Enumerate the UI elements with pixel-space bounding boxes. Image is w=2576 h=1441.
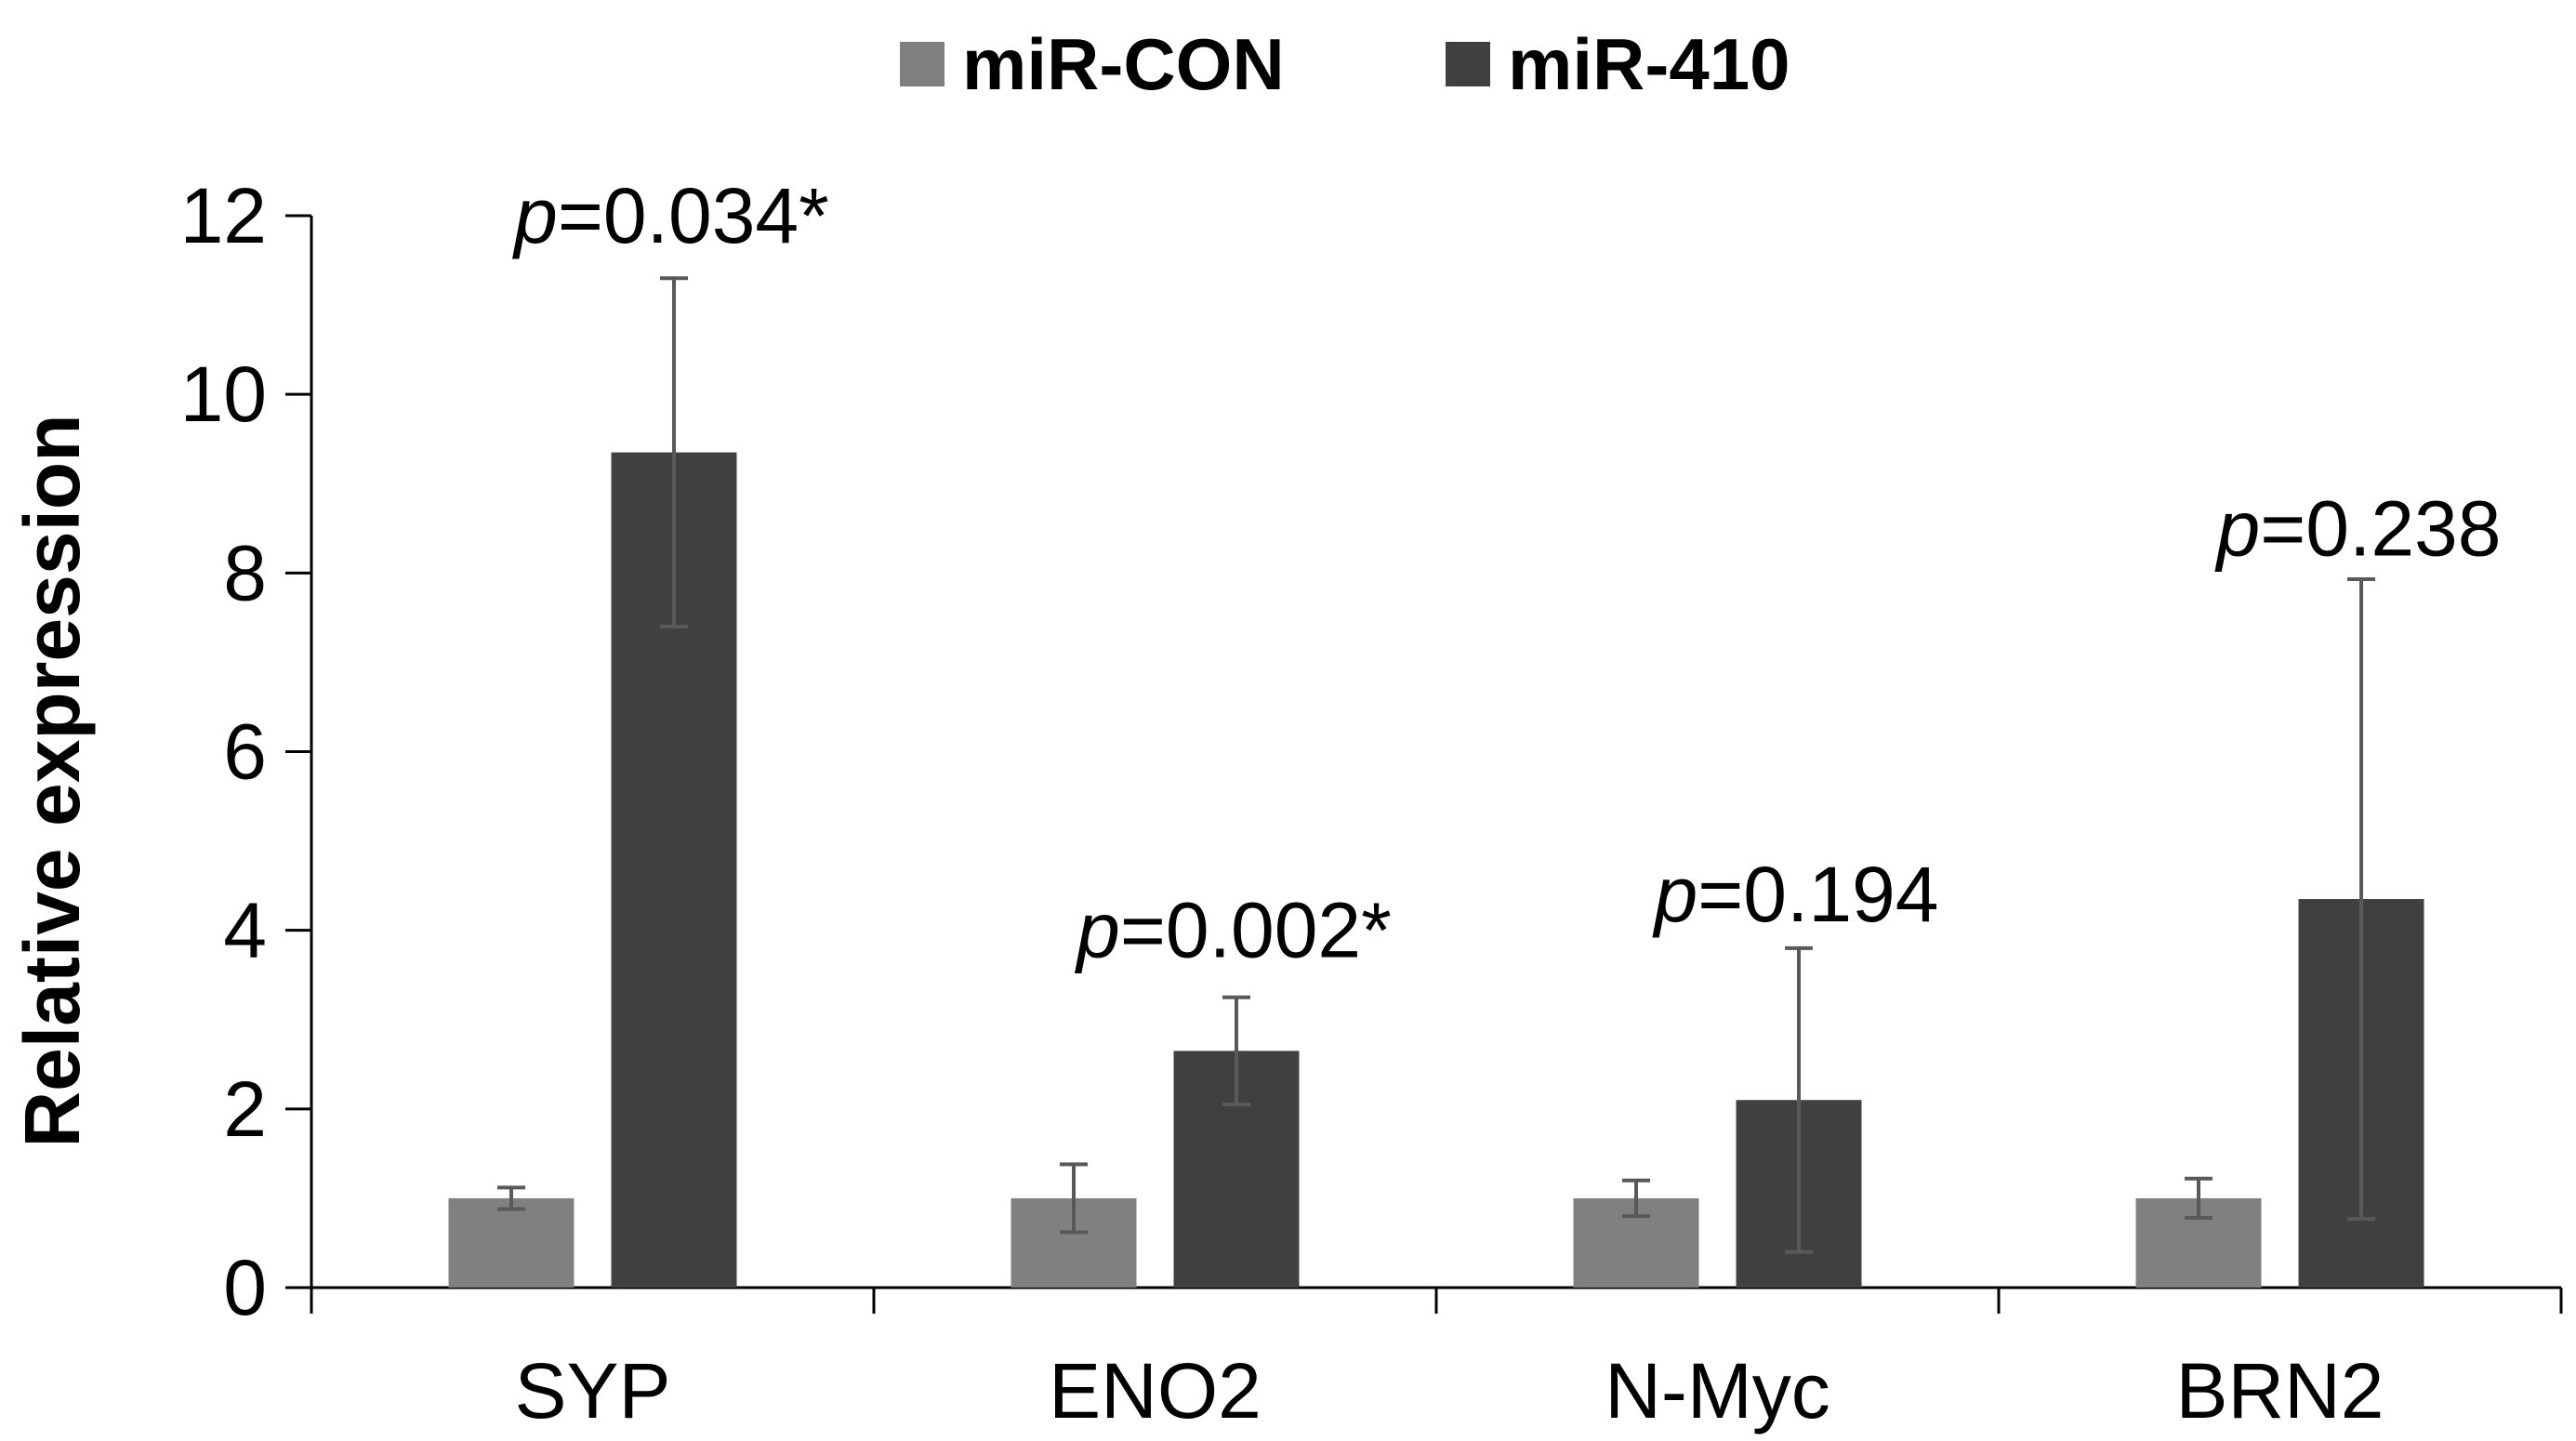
y-tick-label: 6 [223, 708, 267, 796]
p-value-prefix: p [1074, 887, 1120, 974]
legend-label-mir-con: miR-CON [962, 23, 1285, 105]
x-category-label: ENO2 [1049, 1347, 1262, 1434]
p-value-text: =0.034* [558, 172, 829, 259]
y-axis: 0 2 4 6 8 10 12 [180, 172, 313, 1331]
p-value-label: p=0.194 [1652, 851, 1939, 938]
bar-mir-con-syp [448, 1197, 575, 1288]
bars [448, 452, 2424, 1288]
p-value-label: p=0.238 [2214, 484, 2502, 572]
y-tick-label: 12 [180, 172, 267, 259]
p-value-label: p=0.034* [511, 172, 829, 259]
x-category-label: BRN2 [2175, 1347, 2384, 1434]
legend-swatch-mir-con [900, 42, 945, 86]
p-value-label: p=0.002* [1074, 887, 1392, 974]
legend-swatch-mir-410 [1446, 42, 1490, 86]
p-value-text: =0.002* [1120, 887, 1392, 974]
error-bars [497, 276, 2375, 1254]
y-tick-label: 0 [223, 1244, 267, 1331]
legend: miR-CON miR-410 [900, 23, 1790, 105]
y-tick-label: 8 [223, 529, 267, 616]
y-axis-label: Relative expression [8, 414, 96, 1147]
x-category-label: SYP [514, 1347, 670, 1434]
p-value-prefix: p [511, 172, 558, 259]
x-category-label: N-Myc [1605, 1347, 1830, 1434]
y-tick-label: 4 [223, 887, 267, 974]
legend-label-mir-410: miR-410 [1508, 23, 1790, 105]
x-axis: SYP ENO2 N-Myc BRN2 [310, 1286, 2563, 1434]
p-value-prefix: p [1652, 851, 1698, 938]
p-value-prefix: p [2214, 484, 2261, 572]
y-tick-label: 2 [223, 1065, 267, 1153]
p-value-text: =0.194 [1698, 851, 1938, 938]
p-value-text: =0.238 [2260, 484, 2501, 572]
y-tick-label: 10 [180, 350, 267, 438]
